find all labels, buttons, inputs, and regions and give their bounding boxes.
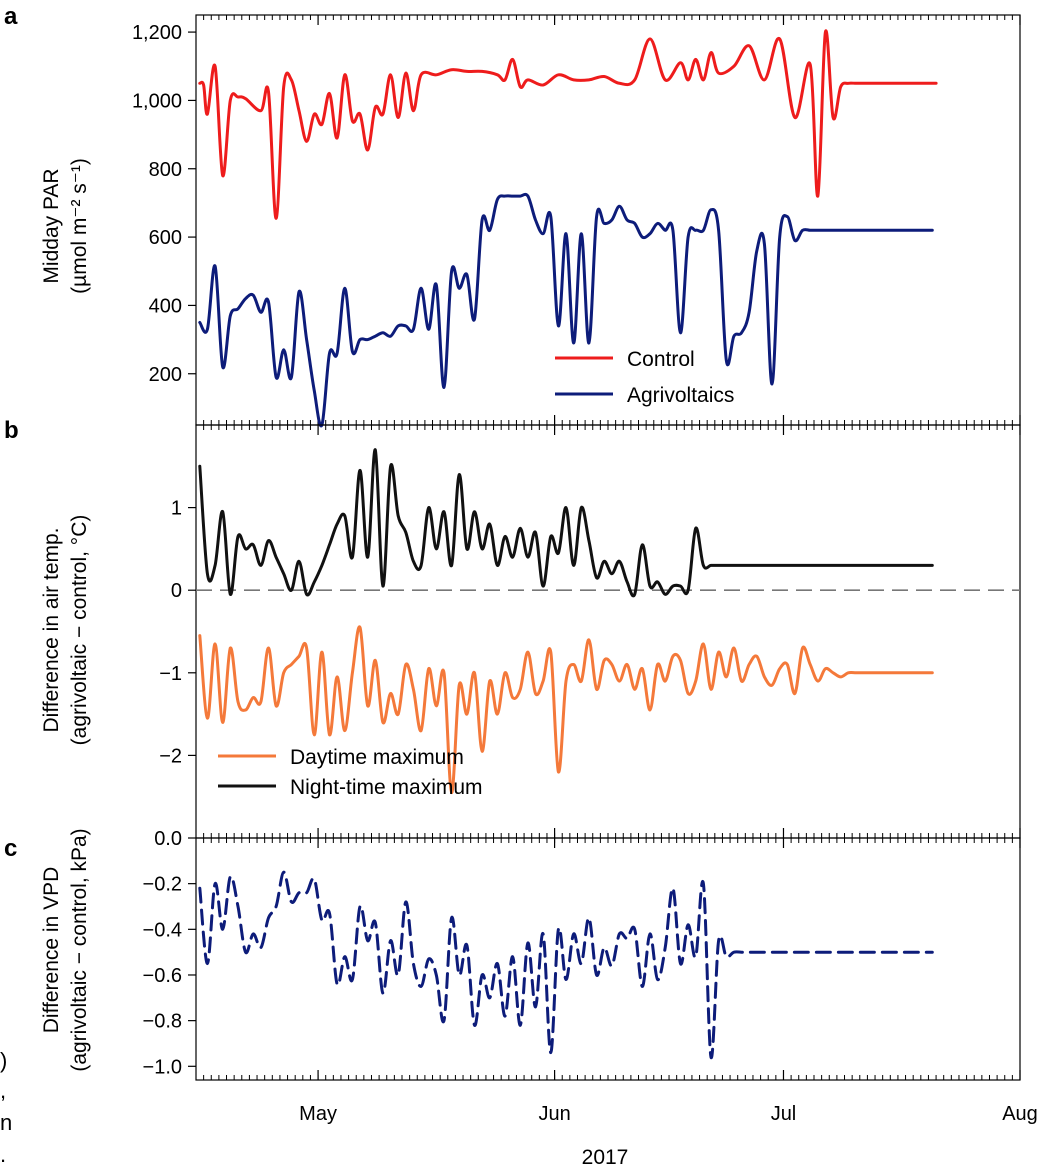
panel-a-ytick-label: 1,200 (132, 22, 182, 44)
panel-b-ylabel-line2: (agrivoltaic − control, °C) (68, 515, 91, 746)
panel-c-ytick-label: −0.6 (143, 965, 182, 987)
panel-c-ylabel-line2: (agrivoltaic − control, kPa) (68, 828, 91, 1071)
panel-b-ytick-label: −2 (159, 745, 182, 767)
panel-b-ytick-label: −1 (159, 663, 182, 685)
x-tick-label-jun: Jun (538, 1103, 570, 1125)
cut-off-text-1: ) (0, 1048, 7, 1073)
panel-a-ylabel-line1: Midday PAR (40, 168, 63, 283)
panel-a-series-agrivoltaics (198, 192, 934, 428)
panel-c-ytick-label: 0.0 (154, 828, 182, 850)
panel-b-air-temp: −2 −1 0 1 Daytime maximum Night-time maximum (159, 424, 1021, 839)
panel-a-ytick-label: 800 (149, 159, 182, 181)
panel-c-series-vpd-difference (198, 870, 934, 1059)
panel-letter-b: b (4, 417, 19, 444)
x-axis-title: 2017 (582, 1146, 629, 1169)
x-tick-label-jul: Jul (771, 1103, 797, 1125)
panel-b-ytick-label: 1 (171, 498, 182, 520)
panel-a-ytick-label: 200 (149, 364, 182, 386)
panel-a-ylabel-line2: (µmol m⁻² s⁻¹) (68, 158, 91, 294)
cut-off-text-3: n (0, 1110, 12, 1135)
panel-b-ytick-label: 0 (171, 580, 182, 602)
x-tick-label-aug: Aug (1002, 1103, 1038, 1125)
panel-b-ylabel-line1: Difference in air temp. (40, 527, 63, 732)
legend-label-agrivoltaics: Agrivoltaics (627, 384, 734, 407)
panel-c-ytick-label: −0.4 (143, 919, 182, 941)
legend-label-control: Control (627, 348, 695, 371)
panel-a-series-control (198, 29, 938, 220)
legend-label-daytime-maximum: Daytime maximum (290, 746, 464, 769)
cut-off-text-4: . (0, 1142, 6, 1167)
panel-c-ytick-label: −0.8 (143, 1011, 182, 1033)
panel-a-ytick-label: 600 (149, 227, 182, 249)
cut-off-text-2: , (0, 1078, 6, 1103)
x-tick-label-may: May (299, 1103, 337, 1125)
panel-c-ytick-label: −0.2 (143, 874, 182, 896)
panel-letter-a: a (4, 3, 18, 30)
panel-letter-c: c (4, 835, 17, 862)
panel-b-series-daytime-maximum (198, 625, 934, 795)
panel-c-ylabel-line1: Difference in VPD (40, 867, 63, 1034)
panel-c-ytick-label: −1.0 (143, 1056, 182, 1078)
panel-c-vpd: −1.0 −0.8 −0.6 −0.4 −0.2 0.0 May Jun Jul Aug (143, 828, 1038, 1125)
panel-a-ytick-label: 1,000 (132, 90, 182, 112)
panel-a-par: 200 400 600 800 1,000 1,200 Control Agrivoltaic… (132, 14, 1021, 428)
panel-a-ytick-label: 400 (149, 295, 182, 317)
panel-b-series-night-time-maximum (198, 448, 934, 598)
legend-label-night-time-maximum: Night-time maximum (290, 776, 483, 799)
